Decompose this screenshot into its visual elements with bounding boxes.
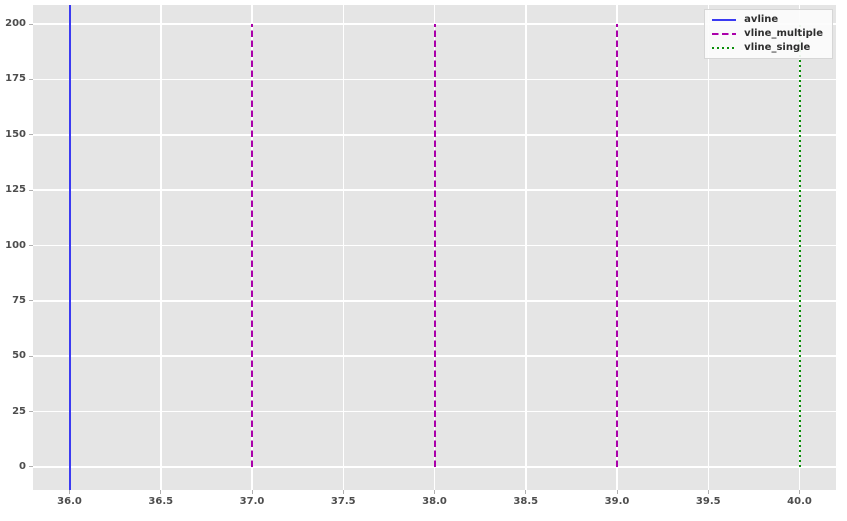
gridline-vertical <box>707 5 709 490</box>
legend-label: avline <box>744 14 779 25</box>
y-tick-mark <box>29 134 33 136</box>
series-lines-layer <box>33 5 836 490</box>
y-tick-mark <box>29 245 33 246</box>
gridline-horizontal <box>33 466 836 468</box>
y-tick-label: 100 <box>5 239 26 251</box>
y-tick-mark <box>29 300 33 302</box>
y-tick-mark <box>29 411 33 413</box>
x-tick-mark <box>707 490 709 494</box>
x-tick-mark <box>525 490 527 494</box>
vline_single-line <box>798 24 801 467</box>
x-tick-label: 36.0 <box>57 496 82 507</box>
legend-item-avline: avline <box>712 14 823 26</box>
legend-solid-line-sample <box>712 19 737 21</box>
y-tick-label: 150 <box>5 128 26 140</box>
x-tick-mark <box>434 490 435 494</box>
y-tick-mark <box>29 466 33 468</box>
legend-dotted-line-sample <box>712 47 737 49</box>
x-tick-label: 38.5 <box>513 496 539 507</box>
gridline-vertical <box>342 5 344 490</box>
y-tick-label: 175 <box>5 73 26 85</box>
y-tick-mark <box>29 78 33 80</box>
gridline-vertical <box>160 5 162 490</box>
x-tick-label: 40.0 <box>787 496 812 507</box>
vline_multiple-line <box>616 24 618 467</box>
x-tick-label: 39.5 <box>695 496 721 507</box>
y-tick-label: 25 <box>12 405 26 417</box>
vline_multiple-line <box>251 24 253 467</box>
legend-item-vline_single: vline_single <box>712 42 823 54</box>
x-tick-mark <box>251 490 253 494</box>
y-tick-label: 125 <box>5 184 26 196</box>
x-tick-mark <box>616 490 618 494</box>
legend: avline vline_multiple vline_single <box>704 9 833 59</box>
y-tick-mark <box>29 23 33 25</box>
y-tick-label: 50 <box>12 350 26 362</box>
legend-dashed-line-sample <box>712 33 737 35</box>
x-tick-mark <box>69 490 70 494</box>
y-tick-label: 75 <box>12 294 26 306</box>
x-tick-label: 37.5 <box>330 496 356 507</box>
legend-item-vline_multiple: vline_multiple <box>712 28 823 40</box>
x-tick-label: 39.0 <box>604 496 630 507</box>
legend-label: vline_multiple <box>744 28 823 39</box>
y-tick-mark <box>29 355 33 357</box>
x-tick-label: 38.0 <box>422 496 447 507</box>
y-tick-mark <box>29 189 33 191</box>
legend-label: vline_single <box>744 42 811 53</box>
plot-area: avline vline_multiple vline_single <box>33 5 836 490</box>
vline_multiple-line <box>433 24 436 467</box>
x-tick-label: 36.5 <box>148 496 174 507</box>
x-tick-mark <box>799 490 800 494</box>
x-tick-mark <box>342 490 344 494</box>
avline-line <box>68 5 71 490</box>
y-tick-label: 200 <box>5 18 26 30</box>
x-tick-label: 37.0 <box>239 496 265 507</box>
y-tick-label: 0 <box>19 460 26 472</box>
gridline-vertical <box>525 5 527 490</box>
x-tick-mark <box>160 490 162 494</box>
